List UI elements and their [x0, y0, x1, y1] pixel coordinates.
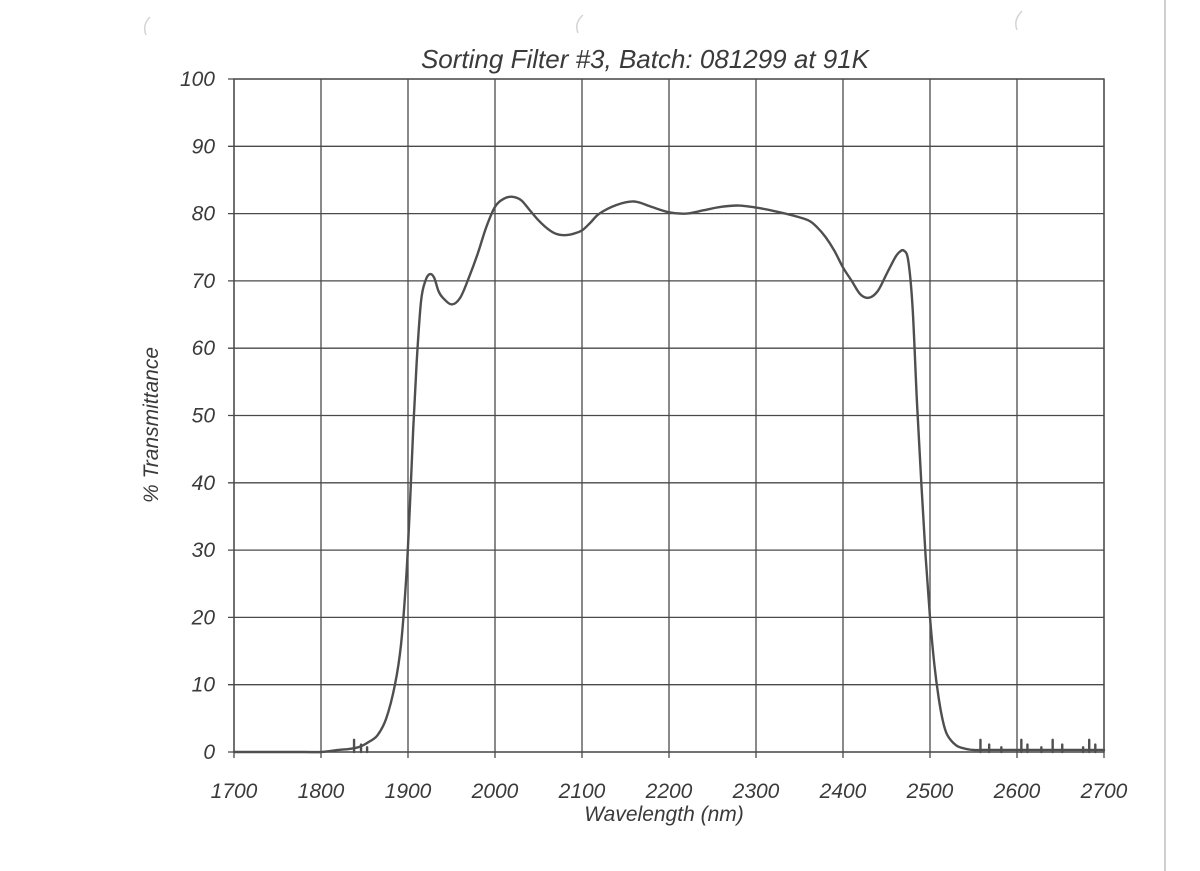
x-axis-label: Wavelength (nm) — [584, 803, 744, 826]
y-tick-label: 20 — [191, 606, 216, 629]
y-tick-label: 80 — [192, 203, 216, 226]
y-tick-label: 70 — [192, 270, 216, 293]
x-tick-label: 2300 — [732, 780, 780, 803]
x-tick-label: 2500 — [906, 780, 954, 803]
punch-mark-center — [576, 14, 584, 34]
x-tick-label: 2600 — [993, 780, 1041, 803]
y-tick-label: 90 — [192, 135, 216, 158]
scan-artifacts — [143, 0, 1166, 871]
x-tick-label: 2000 — [471, 780, 519, 803]
y-tick-labels: 0 10 20 30 40 50 60 70 80 90 100 — [180, 68, 215, 764]
x-tick-label: 2700 — [1080, 780, 1128, 803]
noise-tail-marks — [352, 738, 1097, 754]
x-tick-label: 1900 — [385, 780, 432, 803]
x-tick-label: 1800 — [298, 780, 345, 803]
series-line-transmittance — [232, 195, 1106, 754]
y-axis-label: % Transmittance — [140, 347, 163, 503]
x-tick-label: 1700 — [211, 780, 258, 803]
y-tick-label: 0 — [203, 741, 215, 764]
y-tick-label: 100 — [180, 68, 215, 91]
plot-frame — [233, 78, 1105, 753]
y-tick-label: 40 — [192, 472, 216, 495]
y-tick-label: 10 — [192, 674, 216, 697]
chart-title: Sorting Filter #3, Batch: 081299 at 91K — [421, 44, 871, 74]
x-tick-label: 2200 — [645, 780, 693, 803]
y-tick-label: 60 — [192, 337, 216, 360]
x-tick-labels: 1700 1800 1900 2000 2100 2200 2300 2400 2500 2600… — [211, 780, 1128, 803]
punch-mark-left — [143, 16, 151, 36]
plot-grid — [228, 78, 1105, 758]
x-tick-label: 2100 — [558, 780, 606, 803]
punch-mark-right — [1015, 10, 1023, 31]
x-tick-label: 2400 — [819, 780, 867, 803]
y-tick-label: 30 — [192, 539, 216, 562]
y-tick-label: 50 — [192, 405, 216, 428]
